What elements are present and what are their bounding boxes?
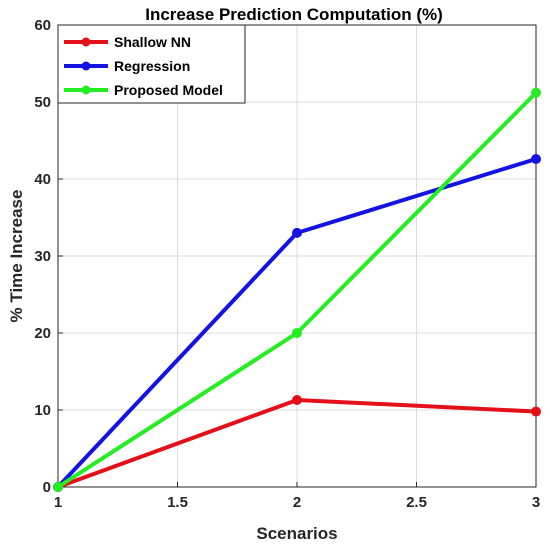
y-tick-label: 60 [34,17,51,34]
legend: Shallow NN Regression Proposed Model [57,24,246,104]
y-tick-label: 10 [34,402,51,419]
y-tick-label: 50 [34,94,51,111]
y-axis-label: % Time Increase [7,190,26,323]
y-tick-label: 20 [34,325,51,342]
x-tick-label: 3 [532,494,540,511]
legend-label: Proposed Model [114,82,223,98]
x-tick-label: 2.5 [406,494,427,511]
data-point-proposed-model [531,87,541,98]
data-point-proposed-model [292,328,302,338]
data-point-proposed-model [53,482,63,492]
data-point-shallow-nn [292,394,302,405]
legend-swatch-marker [81,61,91,71]
data-point-regression [292,227,302,238]
y-tick-label: 40 [34,171,51,188]
data-point-shallow-nn [531,406,541,417]
legend-swatch-marker [81,37,91,47]
legend-item-regression: Regression [64,58,190,74]
chart-title: Increase Prediction Computation (%) [145,5,443,24]
y-tick-label: 0 [43,479,51,496]
x-tick-label: 1.5 [167,494,188,511]
x-tick-label: 1 [54,494,62,511]
grid-lines [57,24,537,488]
data-point-regression [531,153,541,164]
legend-label: Regression [114,58,190,74]
x-axis-label: Scenarios [256,524,337,543]
x-tick-label: 2 [293,494,301,511]
legend-item-shallow-nn: Shallow NN [64,34,191,50]
series-lines [53,87,541,492]
y-tick-label: 30 [34,248,51,265]
legend-label: Shallow NN [114,34,191,50]
legend-item-proposed-model: Proposed Model [64,82,223,98]
legend-swatch-marker [81,85,91,95]
